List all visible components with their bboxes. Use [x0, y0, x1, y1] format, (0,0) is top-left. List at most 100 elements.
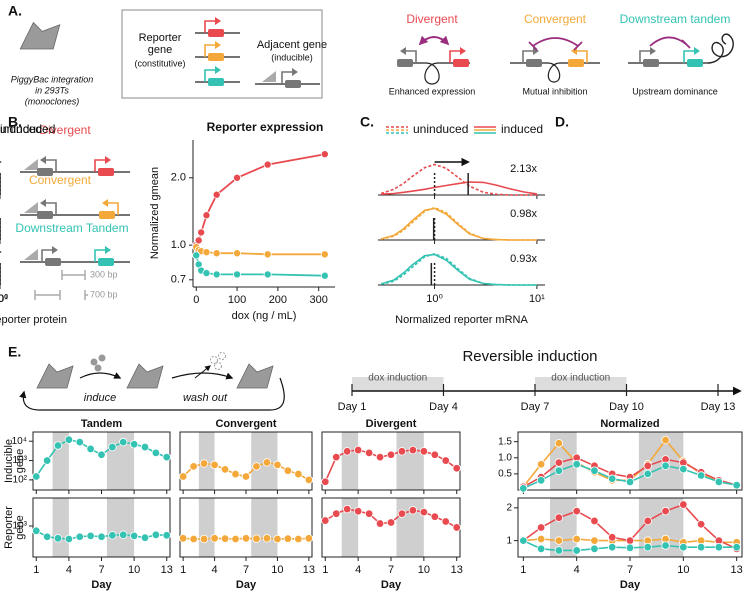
- x-tick-label: 1: [520, 564, 526, 576]
- data-point: [661, 461, 670, 471]
- step-label: wash out: [183, 392, 228, 404]
- data-point: [375, 519, 385, 528]
- data-point: [199, 534, 209, 544]
- x-tick-label: 4: [355, 564, 361, 576]
- supercoil: [707, 33, 734, 64]
- data-point: [625, 543, 635, 553]
- gene-body: [208, 53, 224, 61]
- data-point: [140, 442, 150, 452]
- promoter-head: [650, 47, 656, 55]
- data-point: [75, 532, 84, 541]
- reporter-label: Reporter: [139, 32, 182, 44]
- data-point: [212, 270, 221, 279]
- caption: in 293Ts: [35, 85, 69, 95]
- promoter-arrow: [204, 44, 216, 57]
- data-point: [263, 270, 272, 279]
- row-label: Inducible: [3, 439, 15, 483]
- data-point: [554, 458, 564, 467]
- panel-label: D.: [555, 114, 569, 130]
- induction-period: [352, 377, 444, 391]
- day-label: Day 7: [521, 401, 550, 413]
- data-point: [696, 471, 706, 480]
- x-tick-label: 13: [161, 564, 173, 576]
- legend-label: uninduced: [0, 122, 55, 136]
- promoter-head: [40, 199, 46, 207]
- inducer-wedge: [24, 249, 38, 260]
- reporter-label: (constitutive): [134, 58, 185, 68]
- inducer-wedge: [262, 71, 276, 82]
- data-point: [590, 516, 599, 526]
- arrangement-caption: Upstream dominance: [632, 86, 718, 96]
- scale-label: 700 bp: [90, 289, 118, 299]
- data-point: [714, 477, 724, 487]
- dna-loop: [398, 62, 470, 85]
- x-axis-label: Normalized reporter protein: [0, 314, 67, 326]
- data-point: [430, 512, 440, 521]
- data-point: [332, 452, 341, 462]
- data-point: [625, 536, 635, 545]
- induction-shade: [396, 432, 424, 490]
- x-tick-label: 1: [322, 564, 328, 576]
- dox-dot-out: [210, 356, 218, 364]
- dox-arrow: [194, 365, 211, 379]
- y-tick-label: 1: [506, 535, 512, 546]
- day-label: Day 13: [701, 401, 736, 413]
- data-point: [304, 475, 314, 485]
- y-axis-label: Normalized gmean: [149, 167, 161, 259]
- induction-shade: [396, 498, 424, 557]
- data-point: [252, 462, 261, 471]
- promoter-head: [292, 68, 298, 76]
- data-point: [572, 534, 581, 544]
- cell-icon: [236, 363, 274, 389]
- data-point: [283, 466, 293, 475]
- data-point: [321, 516, 330, 525]
- data-point: [554, 536, 564, 545]
- x-axis-label: Day: [620, 579, 641, 591]
- promoter-arrow: [204, 20, 216, 33]
- data-point: [210, 534, 219, 543]
- x-tick-label: 7: [388, 564, 394, 576]
- data-point: [590, 466, 599, 475]
- data-point: [643, 516, 652, 526]
- gene-body: [453, 59, 469, 67]
- promoter-arrow: [45, 159, 57, 172]
- x-tick-label: 4: [66, 564, 72, 576]
- promoter-arrow: [522, 50, 534, 63]
- induction-shade: [52, 498, 69, 557]
- cell-icon: [19, 21, 61, 50]
- data-point: [536, 544, 546, 554]
- data-point: [625, 477, 635, 487]
- promoter-arrow: [94, 249, 106, 262]
- data-point: [241, 472, 251, 481]
- data-point: [86, 531, 95, 541]
- arrangement-name: Downstream Tandem: [15, 221, 128, 235]
- day-label: Day 10: [609, 401, 644, 413]
- promoter-arrow: [107, 202, 119, 215]
- promoter-arrow: [683, 50, 695, 63]
- promoter-arrow: [449, 50, 461, 63]
- data-point: [189, 462, 198, 471]
- gene-body: [98, 168, 114, 176]
- data-point: [231, 534, 240, 544]
- data-point: [441, 517, 450, 526]
- inducer-wedge: [24, 159, 38, 170]
- gene-body: [98, 258, 114, 266]
- cell-icon: [126, 363, 164, 389]
- series-line: [195, 153, 325, 246]
- data-point: [430, 450, 440, 459]
- x-axis-label: Day: [381, 579, 402, 591]
- data-point: [189, 534, 198, 544]
- dna-loop: [510, 62, 600, 83]
- data-point: [320, 271, 329, 280]
- panel-label: C.: [360, 114, 374, 130]
- data-point: [536, 534, 546, 544]
- gene-body: [643, 59, 659, 67]
- data-point: [536, 476, 546, 485]
- induction-shade: [251, 498, 278, 557]
- promoter-head: [102, 199, 108, 207]
- data-point: [572, 506, 581, 516]
- step-arrow: [171, 372, 234, 380]
- dox-dot: [94, 364, 102, 372]
- arrangement-title: Divergent: [406, 12, 458, 26]
- x-tick-label: 10¹: [529, 293, 545, 305]
